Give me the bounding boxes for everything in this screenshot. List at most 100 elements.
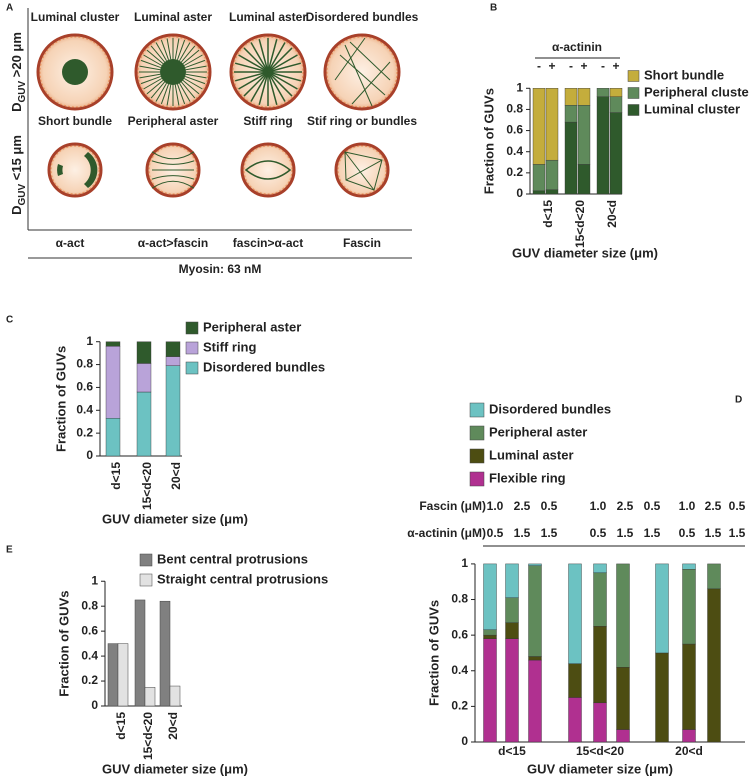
y-tick-label: 0.4	[451, 663, 468, 677]
y-tick-label: 0.6	[451, 627, 468, 641]
y-axis-title: Fraction of GUVs	[56, 591, 71, 697]
table-cell: 0.5	[679, 526, 696, 540]
actin-bundle	[349, 41, 391, 81]
bar-segment	[577, 104, 591, 165]
table-cell: 0.5	[590, 526, 607, 540]
table-cell: 2.5	[514, 499, 531, 513]
subgroup-label: -	[537, 59, 541, 73]
table-cell: 1.0	[487, 499, 504, 513]
legend-swatch	[627, 70, 640, 82]
table-cell: 0.5	[729, 499, 746, 513]
actin-bundle	[267, 62, 302, 73]
bar-segment	[532, 190, 546, 195]
actin-bundle	[166, 84, 172, 106]
bar-segment	[545, 88, 559, 161]
legend-label: Disordered bundles	[203, 359, 325, 374]
panel-a-title: Luminal aster	[134, 10, 212, 24]
bar-segment	[165, 365, 181, 457]
bar-segment	[564, 121, 578, 195]
bar	[134, 599, 146, 707]
aster-arc	[151, 175, 195, 180]
bar-segment	[609, 96, 623, 113]
bar-segment	[545, 159, 559, 190]
actin-bundle	[179, 42, 191, 61]
actin-bundle	[143, 78, 162, 90]
bar-segment	[568, 663, 582, 698]
y-tick-label: 0.8	[76, 357, 93, 371]
table-cell: 1.5	[541, 526, 558, 540]
panel-label: E	[6, 545, 13, 556]
cell-illustrations	[36, 33, 401, 198]
legend-label: Peripheral aster	[203, 319, 301, 334]
table-cell: 0.5	[487, 526, 504, 540]
y-tick-label: 0.2	[451, 699, 468, 713]
bar-segment	[707, 563, 721, 590]
x-tick-label: 15<d<20	[141, 712, 155, 760]
actin-bundle	[155, 42, 167, 61]
y-tick-label: 0	[86, 448, 93, 462]
y-tick-label: 0	[91, 698, 98, 712]
panel-a-title: Stif ring or bundles	[307, 114, 417, 128]
bar-segment	[528, 563, 542, 566]
actin-bundle	[267, 42, 286, 73]
actin-bundle	[155, 83, 167, 102]
bar-segment	[616, 729, 630, 743]
x-tick-label: 20<d	[166, 712, 180, 740]
bar	[144, 687, 156, 707]
actin-bundle	[267, 71, 286, 102]
table-cell: 2.5	[705, 499, 722, 513]
y-tick-label: 1	[91, 573, 98, 587]
bar-segment	[564, 104, 578, 123]
table-row-label: Fascin (μM)	[419, 499, 486, 513]
legend-label: Flexible ring	[489, 470, 566, 485]
actin-bundle	[185, 75, 206, 85]
x-tick-label: d<15	[114, 712, 128, 740]
actin-bundle	[185, 59, 206, 69]
bundles	[344, 151, 383, 191]
y-tick-label: 0.8	[506, 102, 523, 116]
actin-bundle	[176, 39, 186, 60]
legend-label: Luminal cluster	[644, 101, 740, 116]
subgroup-label: +	[612, 59, 619, 73]
table-cell: 1.5	[729, 526, 746, 540]
bar-segment	[505, 638, 519, 743]
bar-segment	[545, 189, 559, 195]
x-tick-label: 15<d<20	[573, 200, 587, 248]
actin-bundle	[140, 75, 161, 85]
bar-segment	[577, 88, 591, 106]
legend-swatch	[469, 471, 485, 487]
actin-bundle	[258, 71, 269, 106]
y-tick-label: 0	[461, 734, 468, 748]
y-tick-label: 0.8	[81, 598, 98, 612]
table-cell: 1.5	[644, 526, 661, 540]
panel-a-title: Disordered bundles	[306, 10, 419, 24]
y-tick-label: 0.6	[76, 380, 93, 394]
actin-bundle	[267, 71, 293, 97]
aster-arc	[151, 151, 195, 160]
actin-bundle	[176, 84, 186, 105]
y-axis-title: Fraction of GUVs	[481, 88, 496, 194]
bar-segment	[532, 164, 546, 192]
panel-label: B	[490, 3, 497, 14]
bar-segment	[568, 563, 582, 664]
x-tick-label: 20<d	[605, 200, 619, 228]
aster-arc	[151, 180, 195, 189]
actin-bundle	[334, 37, 366, 81]
panel-a-title: Peripheral aster	[128, 114, 219, 128]
x-axis-title: GUV diameter size (μm)	[512, 245, 658, 260]
bar-segment	[682, 563, 696, 570]
bar-segment	[593, 572, 607, 627]
panel-label: D	[735, 395, 742, 406]
legend-swatch	[469, 425, 485, 441]
table-cell: 0.5	[644, 499, 661, 513]
bar-segment	[105, 346, 121, 419]
y-tick-label: 0	[516, 186, 523, 200]
legend-swatch	[185, 321, 199, 335]
actin-bundle	[174, 84, 180, 106]
actin-bundle	[243, 71, 269, 97]
y-axis-title: Fraction of GUVs	[53, 346, 68, 452]
bar-segment	[532, 88, 546, 165]
actin-bundle	[146, 49, 164, 65]
subgroup-label: +	[580, 59, 587, 73]
y-tick-label: 0.4	[81, 648, 98, 662]
